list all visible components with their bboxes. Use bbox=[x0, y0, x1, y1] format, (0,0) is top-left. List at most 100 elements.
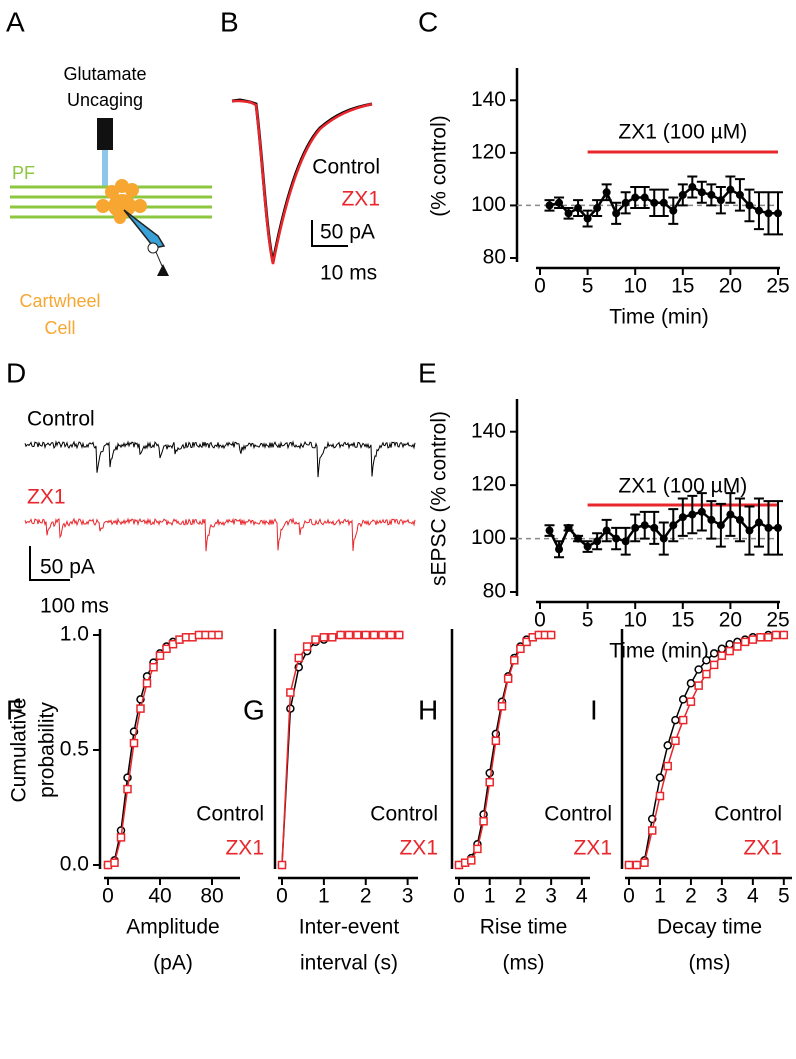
marker bbox=[311, 635, 320, 644]
x-tick-label: 5 bbox=[778, 885, 790, 908]
scale-bar bbox=[29, 546, 70, 581]
marker bbox=[726, 510, 735, 519]
panel-label: G bbox=[243, 694, 265, 725]
x-tick-label: 2 bbox=[515, 885, 527, 908]
marker bbox=[640, 858, 649, 867]
marker bbox=[632, 860, 641, 870]
marker bbox=[583, 542, 592, 551]
marker bbox=[621, 198, 630, 207]
panel-label: F bbox=[6, 694, 23, 725]
y-tick-label: 80 bbox=[483, 246, 506, 269]
x-tick-label: 10 bbox=[624, 275, 647, 298]
scale-bar bbox=[311, 220, 348, 247]
marker bbox=[686, 679, 696, 688]
legend-label: ZX1 bbox=[399, 837, 438, 860]
x-axis-label: (ms) bbox=[503, 952, 545, 975]
marker bbox=[612, 534, 621, 543]
marker bbox=[497, 702, 507, 711]
marker bbox=[694, 681, 703, 690]
marker bbox=[162, 644, 171, 654]
marker bbox=[395, 630, 404, 640]
pipette bbox=[123, 209, 166, 249]
marker bbox=[647, 826, 657, 835]
legend-label: ZX1 bbox=[573, 837, 612, 860]
marker bbox=[663, 761, 672, 771]
marker bbox=[659, 534, 668, 543]
marker bbox=[745, 201, 754, 210]
marker bbox=[593, 537, 602, 546]
y-tick-label: 80 bbox=[483, 580, 506, 603]
uncaging-light bbox=[102, 150, 108, 188]
marker bbox=[473, 844, 482, 854]
trace bbox=[24, 440, 416, 478]
marker bbox=[583, 214, 592, 223]
marker bbox=[155, 651, 165, 660]
marker bbox=[669, 206, 678, 215]
marker bbox=[123, 784, 132, 794]
legend-label: Control bbox=[370, 803, 438, 826]
trace bbox=[232, 99, 373, 265]
marker bbox=[716, 521, 725, 530]
y-tick-label: 140 bbox=[471, 88, 506, 111]
x-tick-label: 40 bbox=[148, 885, 171, 908]
marker bbox=[503, 674, 513, 683]
marker bbox=[659, 198, 668, 207]
legend-label: Control bbox=[544, 803, 612, 826]
y-axis-label: probability bbox=[36, 702, 59, 798]
marker bbox=[709, 660, 719, 670]
y-tick-label: 0.0 bbox=[60, 853, 89, 876]
marker bbox=[214, 630, 223, 640]
marker bbox=[510, 656, 519, 665]
marker bbox=[168, 639, 178, 649]
marker bbox=[725, 639, 734, 649]
trace-label: ZX1 bbox=[27, 486, 66, 509]
marker bbox=[702, 656, 711, 665]
marker bbox=[574, 534, 583, 543]
marker bbox=[286, 688, 295, 697]
trace-label: Control bbox=[27, 408, 95, 431]
x-tick-label: 3 bbox=[402, 885, 414, 908]
marker bbox=[717, 644, 727, 654]
marker bbox=[733, 642, 742, 651]
marker bbox=[663, 741, 672, 750]
marker bbox=[650, 198, 659, 207]
marker bbox=[116, 833, 126, 842]
legend-label: Control bbox=[196, 803, 264, 826]
marker bbox=[748, 635, 758, 644]
x-tick-label: 4 bbox=[576, 885, 588, 908]
marker bbox=[479, 817, 488, 826]
series-line bbox=[458, 634, 552, 866]
marker bbox=[779, 630, 789, 640]
marker bbox=[545, 201, 554, 210]
marker bbox=[378, 630, 387, 640]
marker bbox=[774, 209, 782, 218]
marker bbox=[756, 633, 765, 642]
marker bbox=[707, 190, 716, 199]
marker bbox=[671, 736, 680, 746]
marker bbox=[361, 630, 370, 640]
x-axis-label: Time (min) bbox=[609, 306, 709, 329]
x-tick-label: 2 bbox=[360, 885, 372, 908]
marker bbox=[294, 653, 303, 663]
marker bbox=[735, 515, 744, 524]
marker bbox=[678, 513, 687, 522]
marker bbox=[277, 860, 287, 870]
x-tick-label: 1 bbox=[654, 885, 666, 908]
marker bbox=[149, 662, 158, 672]
marker bbox=[564, 523, 573, 532]
trace bbox=[24, 517, 416, 552]
marker bbox=[764, 209, 773, 218]
x-axis-label: (pA) bbox=[153, 952, 193, 975]
marker bbox=[353, 630, 362, 640]
marker bbox=[650, 523, 659, 532]
marker bbox=[694, 665, 703, 674]
annotation: ZX1 (100 µM) bbox=[618, 121, 747, 144]
x-tick-label: 0 bbox=[453, 885, 465, 908]
marker bbox=[688, 510, 697, 519]
scale-label: 100 ms bbox=[40, 595, 109, 618]
x-tick-label: 1 bbox=[318, 885, 330, 908]
legend-label: ZX1 bbox=[743, 837, 782, 860]
marker bbox=[110, 858, 119, 867]
x-tick-label: 0 bbox=[276, 885, 288, 908]
